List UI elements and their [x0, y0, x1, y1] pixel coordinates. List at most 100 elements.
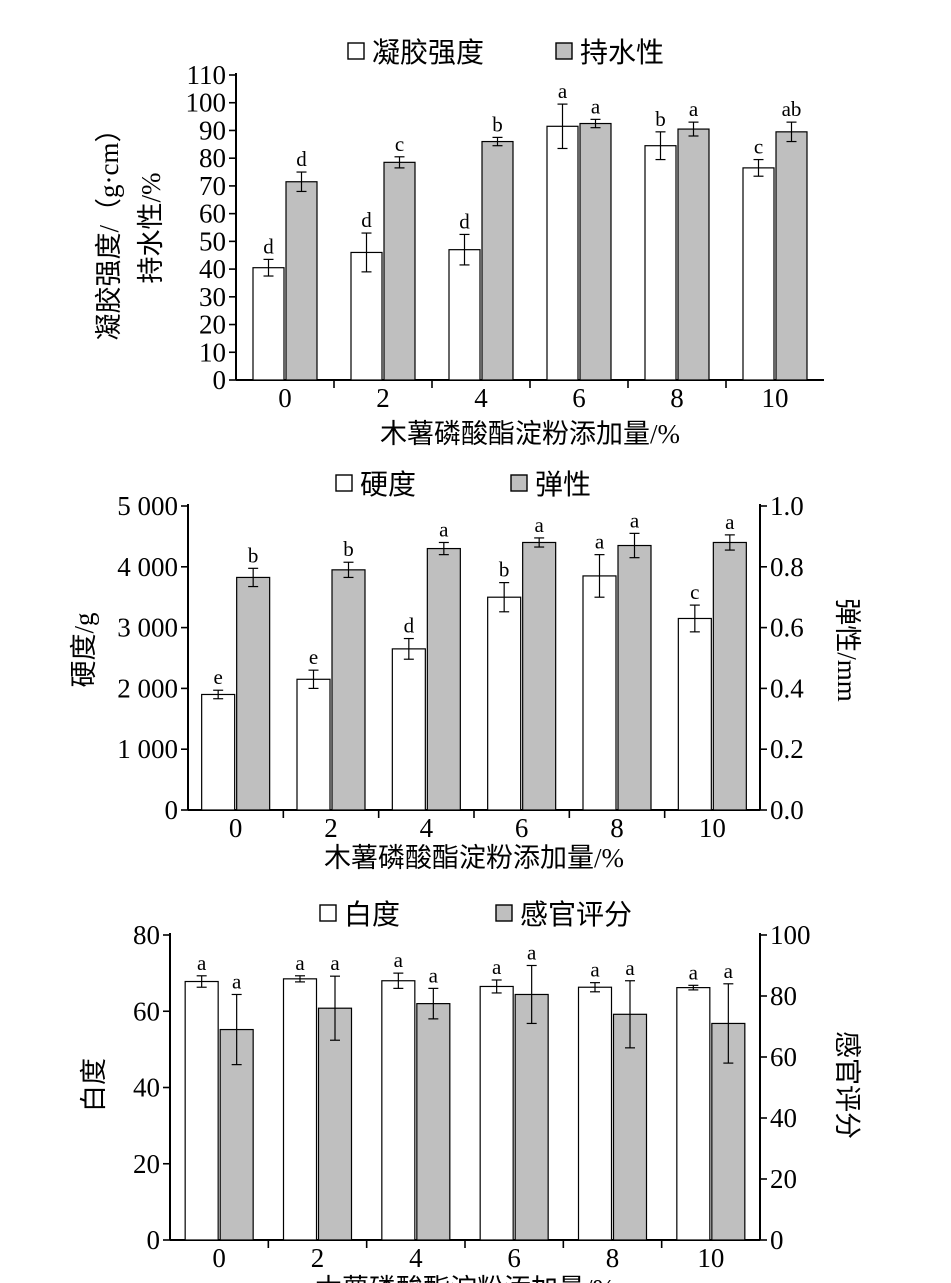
y-tick-label: 110: [187, 60, 227, 90]
y-tick-label: 0: [165, 795, 179, 825]
significance-label: e: [309, 645, 318, 669]
y2-axis-title: 感官评分: [832, 1031, 862, 1139]
bar: [331, 569, 366, 811]
legend-swatch: [347, 42, 365, 60]
bar: [383, 161, 416, 381]
x-tick-label: 10: [699, 813, 726, 843]
y2-tick-label: 0.2: [770, 734, 804, 764]
significance-label: a: [492, 955, 502, 979]
y2-tick-label: 20: [770, 1164, 797, 1194]
y-tick-label: 90: [199, 115, 226, 145]
significance-label: a: [630, 508, 640, 532]
significance-label: ab: [782, 97, 802, 121]
legend-label: 持水性: [580, 37, 664, 69]
bar: [285, 181, 318, 381]
y2-tick-label: 0: [770, 1225, 784, 1255]
y-tick-label: 1 000: [117, 734, 178, 764]
significance-label: b: [343, 537, 354, 561]
y-axis-title: 持水性/%: [136, 173, 166, 284]
x-tick-label: 4: [409, 1243, 423, 1273]
bar: [677, 617, 712, 811]
bar: [236, 576, 271, 811]
x-axis-title: 木薯磷酸酯淀粉添加量/%: [324, 843, 624, 873]
bar: [282, 978, 318, 1241]
bar: [546, 125, 579, 381]
y-tick-label: 40: [133, 1073, 160, 1103]
significance-label: a: [724, 959, 734, 983]
bar: [381, 980, 416, 1241]
x-tick-label: 10: [762, 383, 789, 413]
significance-label: a: [590, 958, 600, 982]
significance-label: a: [232, 969, 242, 993]
legend-label: 弹性: [535, 469, 591, 501]
significance-label: a: [330, 951, 340, 975]
bar: [617, 544, 652, 811]
bar: [612, 1013, 648, 1241]
bar: [448, 249, 481, 381]
y-tick-label: 2 000: [117, 673, 178, 703]
bar: [676, 987, 711, 1241]
significance-label: a: [439, 517, 449, 541]
x-tick-label: 8: [606, 1243, 620, 1273]
bar: [252, 267, 285, 381]
bar: [677, 128, 710, 381]
x-tick-label: 4: [420, 813, 434, 843]
bar: [296, 678, 331, 811]
bar: [579, 122, 612, 381]
x-tick-label: 2: [311, 1243, 325, 1273]
y-tick-label: 20: [199, 310, 226, 340]
significance-label: a: [197, 951, 207, 975]
y-tick-label: 60: [133, 996, 160, 1026]
significance-label: d: [459, 209, 470, 233]
x-tick-label: 8: [670, 383, 684, 413]
y-tick-label: 0: [147, 1225, 161, 1255]
x-tick-label: 0: [278, 383, 292, 413]
significance-label: b: [248, 543, 259, 567]
significance-label: d: [361, 208, 372, 232]
legend-swatch: [319, 904, 337, 922]
significance-label: a: [689, 97, 699, 121]
bar: [712, 541, 747, 811]
x-tick-label: 2: [324, 813, 338, 843]
significance-label: a: [295, 951, 305, 975]
bar: [391, 648, 426, 811]
x-tick-label: 6: [515, 813, 529, 843]
legend-label: 凝胶强度: [372, 37, 484, 69]
bar: [522, 541, 557, 811]
bar: [487, 596, 522, 811]
significance-label: d: [404, 614, 415, 638]
significance-label: e: [214, 665, 223, 689]
significance-label: a: [535, 513, 545, 537]
bar: [577, 986, 613, 1241]
legend-label: 感官评分: [520, 899, 632, 931]
bar: [775, 131, 808, 381]
legend-swatch: [510, 474, 528, 492]
x-tick-label: 10: [697, 1243, 724, 1273]
legend-swatch: [495, 904, 513, 922]
y-tick-label: 70: [199, 171, 226, 201]
significance-label: d: [296, 147, 307, 171]
bar: [184, 980, 219, 1241]
significance-label: a: [689, 960, 699, 984]
y-tick-label: 80: [199, 143, 226, 173]
y2-tick-label: 0.4: [770, 673, 804, 703]
y2-tick-label: 60: [770, 1042, 797, 1072]
bar: [582, 575, 617, 811]
y-tick-label: 30: [199, 282, 226, 312]
x-tick-label: 6: [572, 383, 586, 413]
significance-label: a: [429, 963, 439, 987]
x-axis-title: 木薯磷酸酯淀粉添加量/%: [315, 1274, 615, 1283]
y2-tick-label: 40: [770, 1103, 797, 1133]
y-tick-label: 40: [199, 254, 226, 284]
significance-label: a: [625, 956, 635, 980]
bar: [350, 251, 383, 381]
y-tick-label: 80: [133, 920, 160, 950]
y2-tick-label: 100: [770, 920, 811, 950]
y-tick-label: 50: [199, 226, 226, 256]
bar: [416, 1003, 451, 1241]
x-tick-label: 4: [474, 383, 488, 413]
y-tick-label: 20: [133, 1149, 160, 1179]
y2-tick-label: 0.0: [770, 795, 804, 825]
